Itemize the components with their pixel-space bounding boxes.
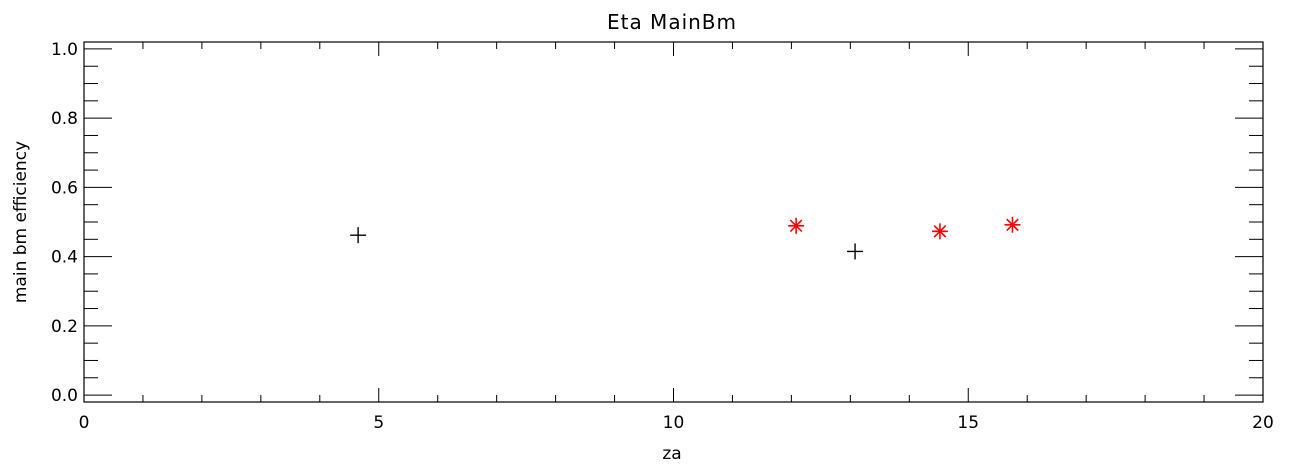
y-tick-label: 0.2 (51, 317, 78, 337)
asterisk-point (1004, 216, 1021, 233)
x-tick-label: 0 (79, 413, 90, 433)
x-tick-label: 5 (373, 413, 384, 433)
y-tick-label: 0.0 (51, 386, 78, 406)
axis-ticks (83, 42, 1264, 402)
plus-point (350, 227, 367, 244)
marker-stroke (1006, 218, 1019, 232)
y-tick-label: 0.8 (51, 109, 78, 129)
x-axis-label: za (662, 444, 681, 464)
chart-title: Eta MainBm (607, 10, 737, 34)
data-points (350, 216, 1021, 260)
y-tick-label: 0.4 (51, 248, 78, 268)
asterisk-point (931, 223, 948, 240)
marker-stroke (789, 219, 803, 233)
x-tick-label: 15 (957, 413, 979, 433)
asterisk-point (788, 217, 805, 234)
plot-frame (83, 41, 1264, 403)
y-tick-label: 0.6 (51, 178, 78, 198)
x-tick-label: 10 (663, 413, 685, 433)
axis-tick-labels: 0 5 10 15 20 0.0 0.2 0.4 0.6 0.8 1.0 (51, 40, 1274, 433)
y-tick-label: 1.0 (51, 40, 78, 60)
x-tick-label: 20 (1252, 413, 1274, 433)
y-axis-label: main bm efficiency (11, 141, 31, 303)
plus-point (847, 243, 864, 260)
marker-stroke (933, 225, 947, 238)
